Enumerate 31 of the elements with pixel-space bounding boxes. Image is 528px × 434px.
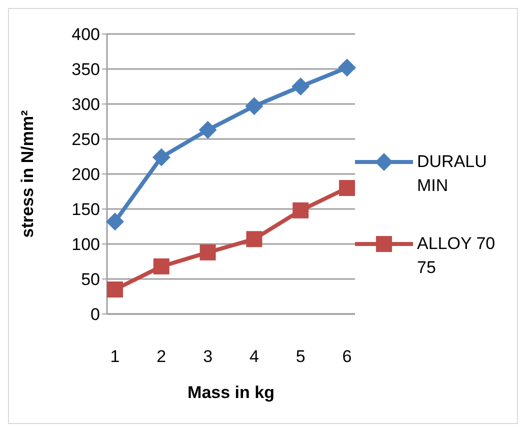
y-tick-label: 200 (72, 165, 100, 184)
y-axis-title: stress in N/mm² (18, 110, 38, 238)
x-tick-label: 6 (342, 347, 352, 366)
x-tick-label: 4 (249, 347, 259, 366)
point (107, 282, 123, 298)
point (153, 258, 170, 274)
point (245, 97, 264, 116)
point (200, 244, 216, 260)
x-tick-label: 1 (110, 347, 120, 366)
point (292, 202, 309, 218)
y-tick-label: 350 (72, 60, 100, 80)
legend-label: DURALUMIN (417, 151, 488, 197)
y-tick-label: 50 (81, 270, 100, 290)
x-tick-label: 5 (296, 347, 306, 366)
y-tick-label: 250 (72, 130, 100, 150)
x-tick-label: 2 (156, 347, 166, 366)
point (339, 180, 355, 196)
x-tick-label: 3 (203, 347, 213, 366)
y-tick-label: 150 (72, 200, 100, 220)
y-tick-label: 400 (72, 25, 100, 44)
point (106, 212, 124, 231)
x-axis-title: Mass in kg (188, 383, 274, 402)
point (246, 231, 262, 248)
legend-label: ALLOY 7075 (417, 233, 496, 279)
y-tick-label: 300 (72, 95, 100, 114)
point (338, 58, 356, 77)
y-tick-label: 100 (72, 235, 100, 254)
point (152, 148, 170, 166)
point (292, 78, 310, 96)
point (198, 120, 217, 139)
y-tick-label: 0 (90, 305, 100, 324)
